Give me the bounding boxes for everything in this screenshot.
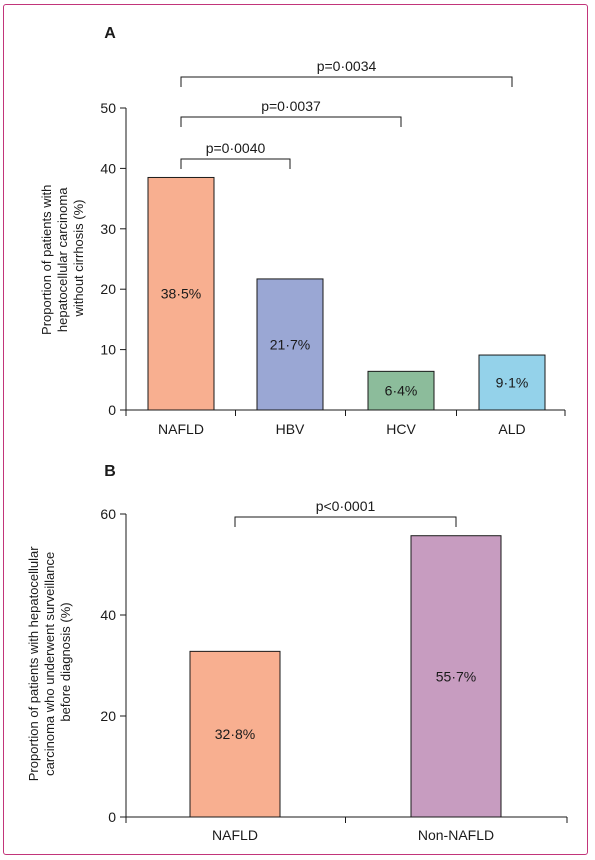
panel-a-bar-value-label: 6·4% (385, 383, 418, 399)
panel-a-y-tick-label: 10 (100, 342, 116, 358)
panel-a-bar (147, 176, 215, 411)
panel-b-y-tick-label: 60 (100, 506, 116, 522)
panel-a-y-tick-label: 40 (100, 160, 116, 176)
panel-b-ylabel: Proportion of patients with hepatocellul… (26, 543, 73, 782)
panel-b-bar (410, 535, 502, 818)
panel-a-bar-value-label: 9·1% (496, 375, 529, 391)
panel-b-ylabel-line: Proportion of patients with hepatocellul… (26, 546, 41, 782)
panel-a-ylabel-line: hepatocellular carcinoma (55, 187, 70, 332)
panel-a-y-tick-label: 30 (100, 221, 116, 237)
panel-a-ylabel-line: Proportion of patients with (39, 185, 54, 335)
figure-frame (3, 4, 588, 855)
panel-a-bar-value-label: 38·5% (161, 286, 201, 302)
panel-b-plot: 0 20 40 60 32·8% NAFLD 55·7% Non-NAFLD p<0·0001 (100, 498, 568, 843)
panel-a-p-value-label: p=0·0040 (206, 140, 266, 156)
panel-b-bar-value-label: 55·7% (436, 668, 476, 684)
panel-b-y-tick-label: 40 (100, 607, 116, 623)
panel-a-ylabel: Proportion of patients with hepatocellul… (39, 181, 86, 335)
panel-a-plot: 0 10 20 30 40 50 38·5% NAFLD 21·7% HBV 6·4% HCV 9·1%… (100, 58, 566, 437)
panel-a-category-label: HCV (386, 421, 416, 437)
panel-b-category-label: Non-NAFLD (418, 827, 494, 843)
panel-a-label: A (104, 25, 116, 42)
panel-b-comparison-bracket (234, 516, 457, 527)
panel-a-category-label: HBV (276, 421, 305, 437)
panel-a-p-value-label: p=0·0034 (317, 58, 377, 74)
panel-a-bar (478, 354, 546, 411)
panel-a-bar (256, 278, 324, 411)
panel-a-y-tick-label: 20 (100, 281, 116, 297)
panel-a-y-tick-label: 50 (100, 100, 116, 116)
panel-a-y-tick-label: 0 (108, 402, 116, 418)
panel-a-comparison-bracket (180, 158, 291, 169)
panel-b-ylabel-line: before diagnosis (%) (58, 602, 73, 721)
panel-b-bar (189, 650, 281, 818)
panel-b-p-value-label: p<0·0001 (316, 498, 376, 514)
panel-b-y-tick-label: 20 (100, 708, 116, 724)
panel-b-category-label: NAFLD (212, 827, 258, 843)
panel-a-comparison-bracket (180, 76, 513, 87)
panel-a-bar-value-label: 21·7% (270, 336, 310, 352)
panel-a-category-label: NAFLD (158, 421, 204, 437)
panel-a-comparison-bracket (180, 116, 402, 127)
panel-a-category-label: ALD (498, 421, 525, 437)
panel-a-p-value-label: p=0·0037 (261, 98, 321, 114)
panel-a-ylabel-line: without cirrhosis (%) (71, 199, 86, 317)
panel-b-ylabel-line: carcinoma who underwent surveillance (42, 552, 57, 776)
panel-b-y-tick-label: 0 (108, 809, 116, 825)
panel-b-label: B (104, 463, 116, 480)
panel-b-bar-value-label: 32·8% (215, 726, 255, 742)
panel-a-bar (367, 370, 435, 411)
